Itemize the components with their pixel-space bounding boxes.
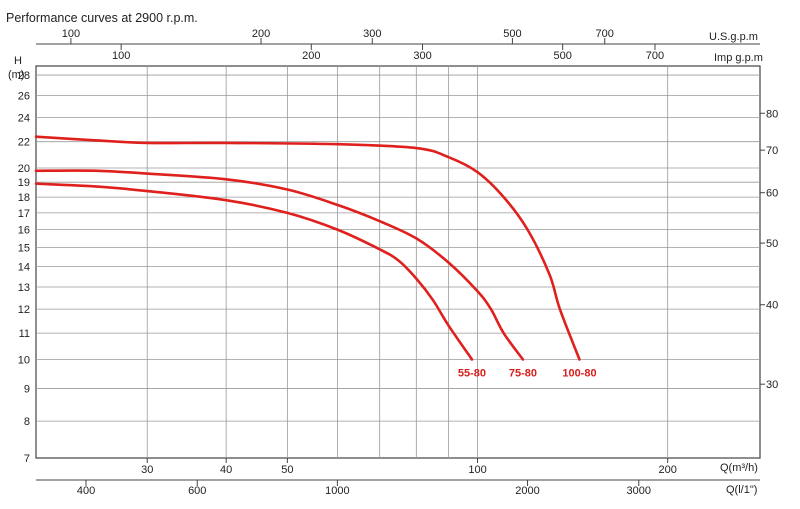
y-tick-label: 26 [18,91,30,103]
y-tick-label: 19 [18,177,30,189]
x-top2-tick-label: 700 [646,50,664,62]
x-top-tick-label: 300 [363,28,381,40]
y-tick-label: 16 [18,225,30,237]
x-tick-label: 100 [468,464,486,476]
series-line-55-80 [34,182,474,361]
x2-tick-label: 2000 [515,485,539,497]
y-right-tick-label: 40 [766,300,778,312]
y-tick-label: 20 [18,163,30,175]
x-tick-label: 30 [141,464,153,476]
y-tick-label: 10 [18,354,30,366]
x2-tick-label: 3000 [627,485,651,497]
y-tick-label: 8 [24,416,30,428]
series-line-75-80 [34,169,525,361]
x-top-axis-label: U.S.g.p.m [709,31,758,43]
y-right-tick-label: 70 [766,145,778,157]
x-tick-label: 200 [659,464,677,476]
x-axis-label: Q(m³/h) [720,462,758,474]
series-label-75-80: 75-80 [509,367,537,379]
x-top-tick-label: 200 [252,28,270,40]
curves: 100-80 75-80 55-80 [34,135,597,379]
y-tick-label: 11 [19,328,30,340]
y-tick-label: 9 [24,384,30,396]
chart-title: Performance curves at 2900 r.p.m. [6,11,198,25]
y-tick-label: 15 [18,242,30,254]
y-right-tick-label: 60 [766,188,778,200]
x2-tick-label: 400 [77,485,95,497]
y-tick-label: 22 [18,137,30,149]
y-tick-label: 24 [18,113,30,125]
y-tick-label: 28 [18,70,30,82]
series-label-100-80: 100-80 [562,367,596,379]
x-top2-tick-label: 200 [302,50,320,62]
y-right-tick-label: 30 [766,379,778,391]
y-tick-label: 18 [18,192,30,204]
y-tick-label: 7 [24,453,30,465]
series-label-55-80: 55-80 [458,367,486,379]
y-tick-label: 14 [18,262,30,274]
x-top2-tick-label: 500 [553,50,571,62]
y-tick-label: 13 [18,282,30,294]
x-top2-tick-label: 100 [112,50,130,62]
y-tick-label: 17 [18,208,30,220]
series-line-100-80 [34,135,581,361]
x-top-tick-label: 100 [62,28,80,40]
x-bottom2-axis-label: Q(l/1") [726,484,757,496]
x2-tick-label: 600 [188,485,206,497]
x-top2-axis-label: Imp g.p.m [714,52,763,64]
x2-tick-label: 1000 [325,485,349,497]
y-right-tick-label: 80 [766,108,778,120]
grid [35,65,761,459]
y-axis-label-top: H [14,55,22,67]
axes: H (m) U.S.g.p.m Imp g.p.m Q(m³/h) Q(l/1"… [8,28,778,497]
x-tick-label: 50 [281,464,293,476]
y-tick-label: 12 [18,304,30,316]
y-axis-label-unit: (m) [8,69,25,81]
x-top2-tick-label: 300 [413,50,431,62]
plot-frame [35,65,761,459]
x-top-tick-label: 500 [503,28,521,40]
x-top-tick-label: 700 [596,28,614,40]
y-right-tick-label: 50 [766,238,778,250]
x-tick-label: 40 [220,464,232,476]
